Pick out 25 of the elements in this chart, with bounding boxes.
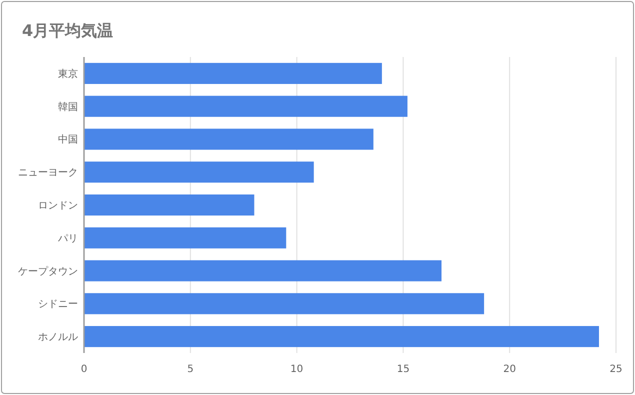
- bar: [84, 194, 254, 216]
- y-tick-label: 東京: [58, 68, 78, 80]
- bar: [84, 293, 484, 314]
- bar: [84, 227, 286, 248]
- x-tick-label: 20: [503, 364, 516, 375]
- y-tick-label: パリ: [57, 233, 78, 244]
- y-tick-label: 中国: [58, 134, 78, 146]
- x-tick-label: 5: [187, 364, 194, 375]
- x-tick-label: 25: [610, 364, 622, 375]
- bar: [84, 62, 382, 84]
- bar: [84, 96, 408, 117]
- x-tick-label: 15: [396, 364, 410, 375]
- x-tick-label: 10: [290, 364, 304, 375]
- x-tick-label: 0: [80, 364, 88, 375]
- y-tick-label: 韓国: [58, 100, 78, 113]
- bar: [84, 128, 374, 150]
- bar: [84, 326, 599, 348]
- y-tick-label: シドニー: [38, 299, 78, 310]
- bar: [84, 162, 314, 183]
- y-tick-label: ホノルル: [38, 332, 78, 344]
- chart-title: 4月平均気温: [22, 21, 114, 40]
- y-tick-label: ロンドン: [38, 200, 78, 212]
- bar: [84, 260, 442, 282]
- y-tick-label: ケープタウン: [18, 265, 78, 278]
- y-tick-label: ニューヨーク: [18, 168, 78, 179]
